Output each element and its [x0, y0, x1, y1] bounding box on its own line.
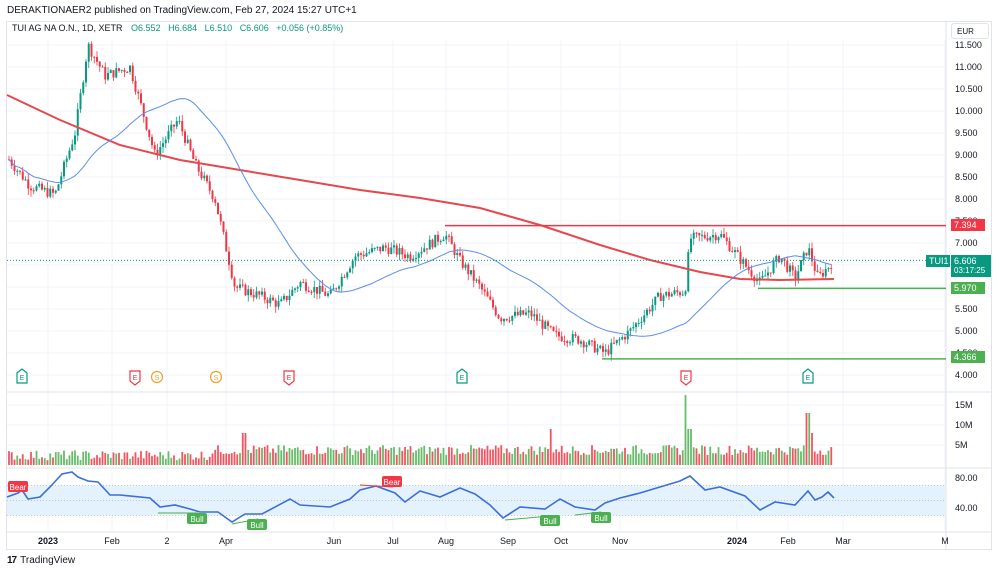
- time-axis-label: Apr: [219, 536, 233, 546]
- time-axis-label: M: [941, 536, 949, 546]
- symbol-title: TUI AG NA O.N., 1D, XETR: [12, 23, 123, 33]
- time-axis-label: 2: [164, 536, 169, 546]
- volume-axis-label: 10M: [955, 420, 973, 430]
- ohlc-change: +0.056 (+0.85%): [276, 23, 344, 33]
- price-axis-label: 5.500: [955, 304, 978, 314]
- bear-divergence-label: Bear: [8, 481, 28, 492]
- rsi-axis-label: 40.00: [955, 503, 978, 513]
- price-axis-label: 7.000: [955, 238, 978, 248]
- rsi-axis-label: 80.00: [955, 473, 978, 483]
- earnings-icon[interactable]: E: [680, 370, 692, 386]
- earnings-icon[interactable]: E: [456, 368, 468, 384]
- split-icon[interactable]: S: [150, 370, 164, 384]
- price-axis-label: 11.500: [955, 40, 982, 50]
- price-axis-label: 9.500: [955, 128, 978, 138]
- svg-text:Bull: Bull: [594, 514, 608, 523]
- bull-divergence-label: Bull: [591, 512, 611, 523]
- svg-text:E: E: [133, 375, 138, 382]
- svg-text:Bull: Bull: [190, 515, 204, 524]
- publish-info: DERAKTIONAER2 published on TradingView.c…: [7, 5, 357, 16]
- support2-price-tag: 4.366: [951, 351, 985, 363]
- ma-fast-line: [8, 98, 832, 337]
- bull-divergence-label: Bull: [247, 519, 267, 530]
- time-axis-label: Jun: [327, 536, 342, 546]
- rsi-line: [6, 471, 835, 523]
- ohlc-close: C6.606: [239, 23, 269, 33]
- svg-text:S: S: [155, 375, 160, 382]
- price-axis-label: 5.000: [955, 326, 978, 336]
- brand-name: TradingView: [20, 555, 76, 566]
- price-axis-label: 8.000: [955, 194, 978, 204]
- svg-text:E: E: [287, 375, 292, 382]
- price-axis-label: 10.000: [955, 106, 983, 116]
- time-axis-label: 2023: [38, 536, 58, 546]
- svg-text:Bear: Bear: [10, 483, 27, 492]
- time-axis-label: Oct: [554, 536, 569, 546]
- volume-axis-label: 5M: [955, 440, 968, 450]
- tradingview-logo[interactable]: 17 TradingView: [7, 555, 75, 566]
- resistance-price-tag: 7.394: [951, 219, 985, 231]
- last-symbol-tag: TUI1: [926, 255, 950, 267]
- tradingview-icon: 17: [7, 555, 17, 566]
- price-axis-label: 11.000: [955, 62, 982, 72]
- time-axis-label: Jul: [387, 536, 399, 546]
- currency-button[interactable]: EUR: [951, 23, 989, 39]
- time-axis-label: Nov: [612, 536, 629, 546]
- time-axis-label: Aug: [438, 536, 454, 546]
- earnings-icon[interactable]: E: [283, 370, 295, 386]
- volume-axis-label: 15M: [955, 400, 973, 410]
- support-price-tag: 5.970: [951, 282, 985, 294]
- price-axis-label: 9.000: [955, 150, 978, 160]
- ohlc-high: H6.684: [168, 23, 198, 33]
- svg-text:Bear: Bear: [384, 478, 401, 487]
- countdown: 03:17:25: [954, 266, 986, 275]
- svg-text:E: E: [806, 375, 811, 382]
- svg-text:E: E: [684, 375, 689, 382]
- volume-bars: [8, 395, 833, 465]
- bear-divergence-label: Bear: [382, 476, 402, 487]
- time-axis-label: Mar: [835, 536, 851, 546]
- chart-frame: [6, 21, 992, 550]
- earnings-icon[interactable]: E: [802, 368, 814, 384]
- earnings-icon[interactable]: E: [129, 370, 141, 386]
- ohlc-low: L6.510: [204, 23, 233, 33]
- last-price: 6.606: [954, 256, 977, 266]
- svg-text:Bull: Bull: [250, 521, 264, 530]
- last-price-tag: 6.606 03:17:25: [951, 255, 991, 277]
- bull-divergence-label: Bull: [540, 515, 560, 526]
- chart-legend: TUI AG NA O.N., 1D, XETR O6.552 H6.684 L…: [12, 23, 348, 33]
- svg-text:E: E: [460, 375, 465, 382]
- ohlc-open: O6.552: [131, 23, 161, 33]
- svg-text:S: S: [214, 375, 219, 382]
- price-axis-label: 4.000: [955, 370, 978, 380]
- split-icon[interactable]: S: [209, 370, 223, 384]
- price-axis-label: 8.500: [955, 172, 978, 182]
- time-axis-label: 2024: [727, 536, 747, 546]
- time-axis-label: Feb: [104, 536, 120, 546]
- time-axis-label: Feb: [780, 536, 796, 546]
- bull-divergence-label: Bull: [187, 513, 207, 524]
- ma-slow-line: [6, 94, 835, 282]
- earnings-icon[interactable]: E: [16, 368, 28, 384]
- svg-text:Bull: Bull: [543, 517, 557, 526]
- svg-text:E: E: [20, 375, 25, 382]
- time-axis-label: Sep: [500, 536, 516, 546]
- price-axis-label: 10.500: [955, 84, 983, 94]
